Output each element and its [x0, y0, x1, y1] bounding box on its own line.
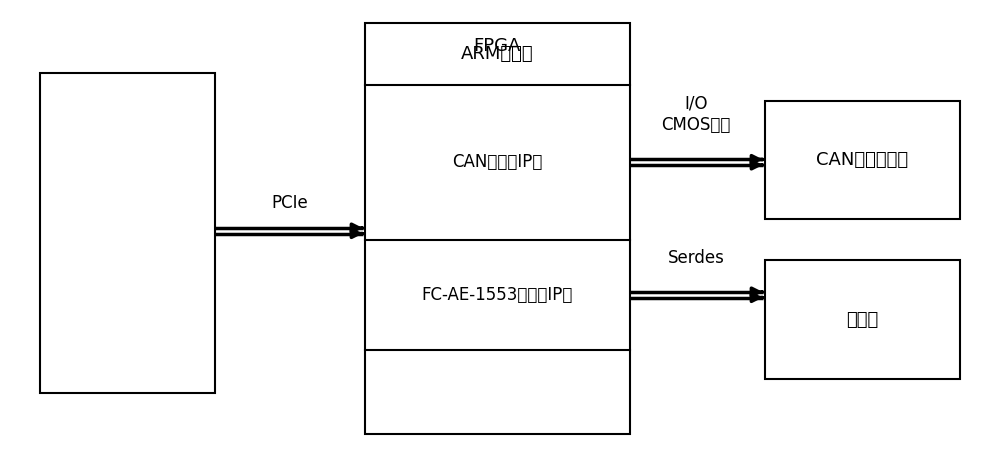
Bar: [40, 73, 215, 393]
Bar: [765, 101, 960, 219]
Text: 光模块: 光模块: [846, 311, 878, 329]
Bar: [765, 260, 960, 379]
Text: Serdes: Serdes: [668, 249, 724, 267]
Text: CAN收发器模块: CAN收发器模块: [816, 151, 908, 169]
Text: I/O
CMOS电平: I/O CMOS电平: [661, 95, 731, 133]
Text: CAN控制器IP核: CAN控制器IP核: [452, 153, 542, 171]
Text: PCIe: PCIe: [272, 194, 308, 213]
Text: FC-AE-1553控制器IP核: FC-AE-1553控制器IP核: [421, 286, 573, 304]
Text: FPGA: FPGA: [473, 37, 521, 55]
Text: ARM控制器: ARM控制器: [461, 45, 533, 63]
Bar: [365, 23, 630, 434]
